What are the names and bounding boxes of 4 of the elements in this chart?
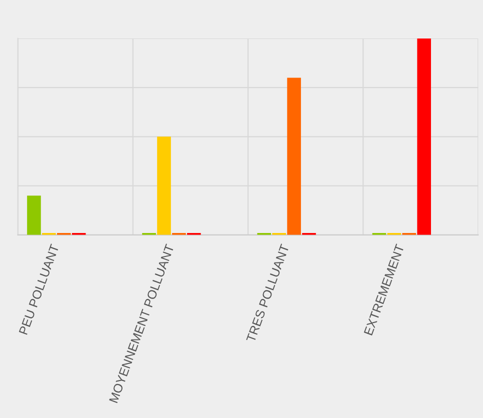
bar (157, 136, 171, 235)
bar (287, 78, 301, 235)
bar (417, 38, 431, 235)
bar (27, 196, 41, 235)
